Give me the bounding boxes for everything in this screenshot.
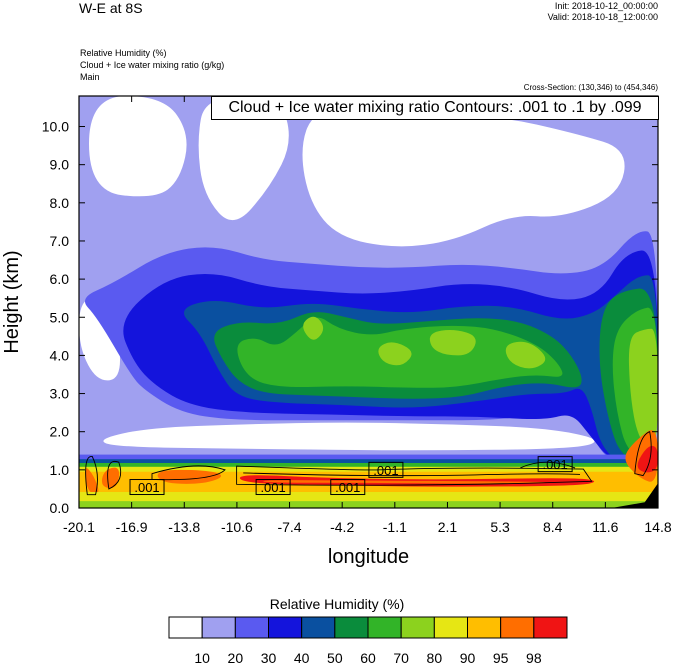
rh-bl-98-left-a <box>85 468 99 494</box>
colorbar-label: 30 <box>261 650 277 666</box>
colorbar-label: 90 <box>460 650 476 666</box>
colorbar-label: 50 <box>327 650 343 666</box>
humidity-field <box>79 96 658 508</box>
colorbar-swatch <box>500 616 535 639</box>
colorbar-title: Relative Humidity (%) <box>269 596 405 612</box>
contour-info-box: Cloud + Ice water mixing ratio Contours:… <box>211 96 659 120</box>
y-tick-label: 7.0 <box>50 233 70 249</box>
x-tick-label: 11.6 <box>592 519 618 535</box>
contour-label: .001 <box>134 480 159 495</box>
terrain <box>611 483 658 508</box>
field-name-cloud-ice: Cloud + Ice water mixing ratio (g/kg) <box>80 60 225 70</box>
x-tick-label: -13.8 <box>168 519 200 535</box>
x-tick-label: 8.4 <box>543 519 563 535</box>
contour-label: .001 <box>260 480 285 495</box>
rh-dry-upper-center <box>198 96 289 221</box>
colorbar-label: 98 <box>526 650 542 666</box>
x-tick-label: -10.6 <box>221 519 253 535</box>
colorbar-label: 80 <box>427 650 443 666</box>
cloud-contours <box>85 431 652 496</box>
x-tick-label: -4.2 <box>330 519 354 535</box>
y-tick-label: 1.0 <box>50 462 70 478</box>
x-tick-label: -16.9 <box>116 519 148 535</box>
colorbar-swatch <box>533 616 568 639</box>
colorbar-label: 70 <box>393 650 409 666</box>
y-tick-label: 2.0 <box>50 424 70 440</box>
colorbar-swatch <box>467 616 502 639</box>
contour-label: .001 <box>542 457 567 472</box>
rh-bl-98-left-b <box>101 467 120 489</box>
contour-label-box <box>537 456 573 473</box>
rh-dry-low-strip <box>103 422 595 451</box>
contour-labels: .001 .001 .001 .001 .001 <box>129 456 573 496</box>
cross-section-label: Cross-Section: (130,346) to (454,346) <box>523 83 658 92</box>
colorbar-swatch <box>168 616 203 639</box>
contour-label-box <box>255 479 291 496</box>
init-time: Init: 2018-10-12_00:00:00 <box>554 1 658 11</box>
y-tick-label: 9.0 <box>50 157 70 173</box>
contour-label-box <box>368 461 404 478</box>
cloud-contour-line <box>151 465 226 481</box>
cloud-contour-line <box>236 465 593 486</box>
cloud-contour-line <box>243 472 581 477</box>
colorbar-label: 60 <box>360 650 376 666</box>
valid-time: Valid: 2018-10-18_12:00:00 <box>547 12 658 22</box>
colorbar-label: 40 <box>294 650 310 666</box>
rh-east-hill-99 <box>637 445 658 473</box>
colorbar-swatch <box>334 616 369 639</box>
colorbar-swatch <box>367 616 402 639</box>
colorbar-label: 10 <box>194 650 210 666</box>
rh-bl-98-left-c <box>157 469 222 484</box>
rh-dry-upper-left <box>89 96 187 197</box>
y-tick-label: 0.0 <box>50 500 70 516</box>
colorbar-swatch <box>201 616 236 639</box>
cloud-contour-line <box>85 456 98 496</box>
rh-moist-80-b <box>378 342 412 366</box>
y-tick-label: 4.0 <box>50 347 70 363</box>
rh-moist-80-d <box>505 341 546 369</box>
field-name-domain: Main <box>80 72 100 82</box>
x-tick-label: 2.1 <box>438 519 458 535</box>
colorbar-swatch <box>400 616 435 639</box>
field-name-rh: Relative Humidity (%) <box>80 48 167 58</box>
colorbar-swatch <box>301 616 336 639</box>
rh-moist-80-east <box>628 328 658 451</box>
contour-label-box <box>330 479 366 496</box>
x-tick-label: 14.8 <box>644 519 671 535</box>
x-tick-label: -7.4 <box>277 519 301 535</box>
x-axis-label: longitude <box>328 546 409 568</box>
contour-info-label: Cloud + Ice water mixing ratio Contours:… <box>228 99 642 116</box>
y-tick-label: 3.0 <box>50 386 70 402</box>
colorbar-label: 20 <box>228 650 244 666</box>
y-tick-label: 6.0 <box>50 271 70 287</box>
rh-bl-95-core <box>263 480 546 484</box>
contour-label: .001 <box>373 463 398 478</box>
x-tick-label: -20.1 <box>63 519 95 535</box>
chart-title: W-E at 8S <box>79 0 143 16</box>
y-tick-label: 5.0 <box>50 309 70 325</box>
rh-dry-upper-right <box>302 106 625 247</box>
cloud-contour-line <box>634 431 652 477</box>
rh-moist-80-c <box>429 329 476 356</box>
y-axis-label: Height (km) <box>1 250 23 353</box>
contour-label-box <box>129 479 165 496</box>
rh-moist-80-a <box>303 316 324 340</box>
contour-label: .001 <box>335 480 360 495</box>
colorbar-swatch <box>268 616 303 639</box>
x-tick-label: 5.3 <box>490 519 510 535</box>
y-tick-label: 10.0 <box>42 119 69 135</box>
cloud-contour-line <box>107 460 122 490</box>
y-tick-label: 8.0 <box>50 195 70 211</box>
x-tick-label: -1.1 <box>383 519 407 535</box>
colorbar-label: 95 <box>493 650 509 666</box>
cloud-contour-line <box>520 461 576 469</box>
colorbar-swatch <box>433 616 469 639</box>
colorbar-swatch <box>234 616 269 639</box>
rh-bl-surface-80 <box>79 501 658 508</box>
